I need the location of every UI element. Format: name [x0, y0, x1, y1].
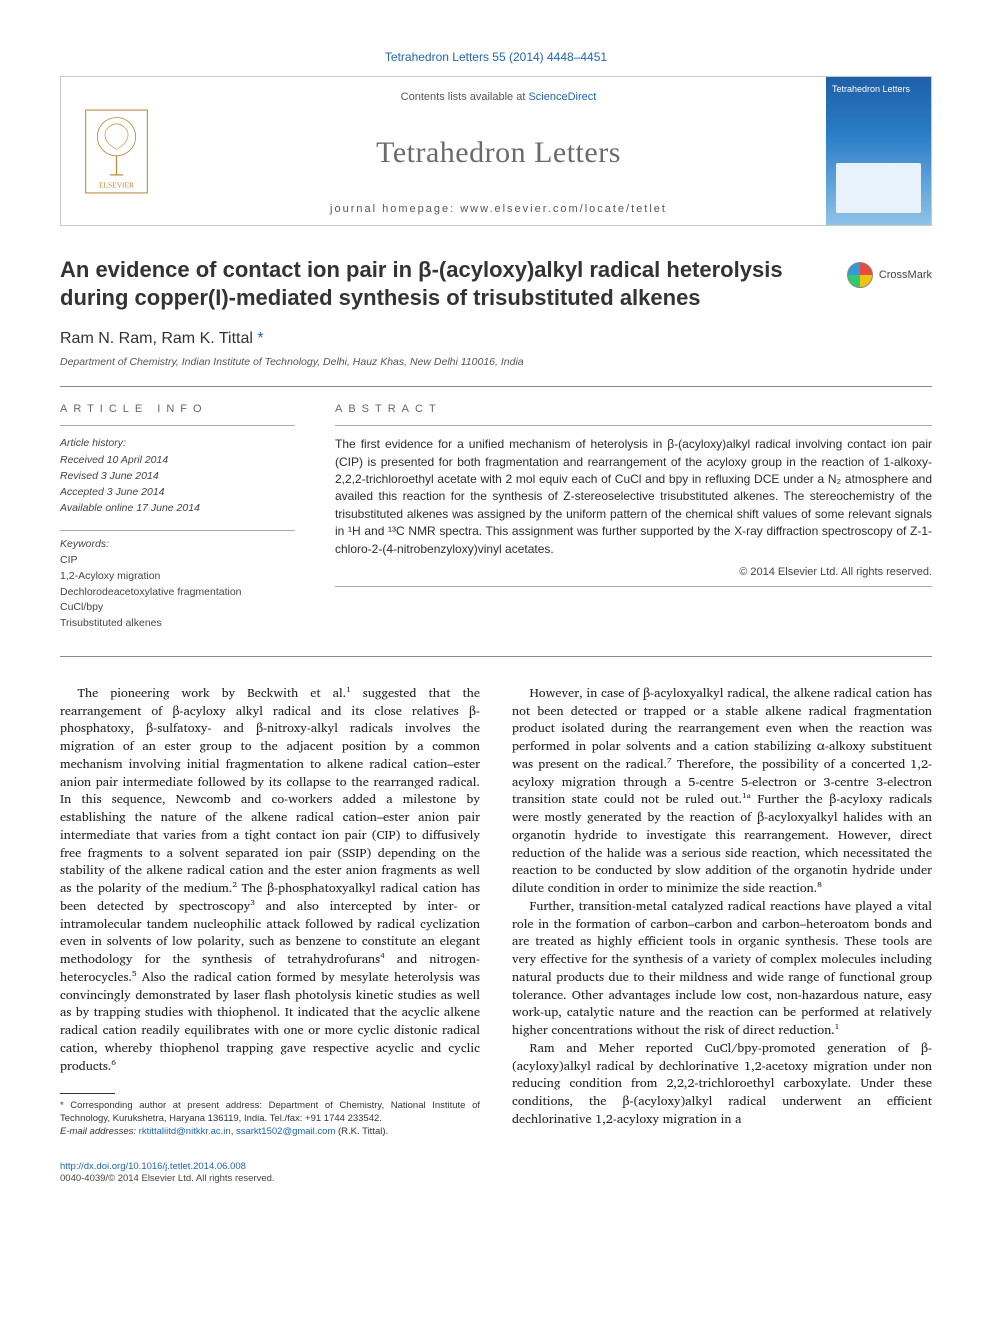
abstract-copyright: © 2014 Elsevier Ltd. All rights reserved…	[335, 566, 932, 578]
email-link-2[interactable]: ssarkt1502@gmail.com	[236, 1126, 335, 1137]
homepage-url[interactable]: www.elsevier.com/locate/tetlet	[460, 203, 667, 215]
corr-footnote: * Corresponding author at present addres…	[60, 1100, 480, 1126]
kw-divider	[60, 530, 295, 531]
citation-header: Tetrahedron Letters 55 (2014) 4448–4451	[60, 50, 932, 64]
bottom-bar: http://dx.doi.org/10.1016/j.tetlet.2014.…	[60, 1161, 932, 1186]
cover-image-placeholder	[836, 163, 921, 213]
homepage-prefix: journal homepage:	[330, 203, 460, 215]
email-label: E-mail addresses:	[60, 1126, 139, 1137]
history-received: Received 10 April 2014	[60, 453, 295, 468]
body-para-1: The pioneering work by Beckwith et al.¹ …	[60, 685, 480, 1076]
sciencedirect-link[interactable]: ScienceDirect	[528, 91, 596, 103]
keyword: CuCl/bpy	[60, 601, 103, 613]
doi-link[interactable]: http://dx.doi.org/10.1016/j.tetlet.2014.…	[60, 1161, 246, 1172]
issn-copyright: 0040-4039/© 2014 Elsevier Ltd. All right…	[60, 1173, 275, 1184]
article-title: An evidence of contact ion pair in β-(ac…	[60, 256, 831, 312]
divider-top	[60, 386, 932, 387]
keyword: Trisubstituted alkenes	[60, 617, 162, 629]
journal-cover-thumb[interactable]: Tetrahedron Letters	[826, 77, 931, 225]
article-info-label: ARTICLE INFO	[60, 403, 295, 415]
contents-prefix: Contents lists available at	[401, 91, 529, 103]
journal-name: Tetrahedron Letters	[171, 136, 826, 170]
article-info-col: ARTICLE INFO Article history: Received 1…	[60, 403, 295, 632]
email-footnote: E-mail addresses: rktittaliitd@nitkkr.ac…	[60, 1126, 480, 1139]
footnote-separator	[60, 1093, 115, 1094]
body-para-2: However, in case of β-acyloxyalkyl radic…	[512, 685, 932, 898]
authors-line: Ram N. Ram, Ram K. Tittal *	[60, 330, 932, 348]
corr-asterisk[interactable]: *	[253, 330, 264, 347]
abstract-text: The first evidence for a unified mechani…	[335, 436, 932, 558]
email-link-1[interactable]: rktittaliitd@nitkkr.ac.in	[139, 1126, 231, 1137]
keyword: CIP	[60, 554, 78, 566]
keywords-label: Keywords:	[60, 537, 295, 553]
body-para-3: Further, transition-metal catalyzed radi…	[512, 898, 932, 1040]
footnote-block: * Corresponding author at present addres…	[60, 1093, 480, 1138]
body-text: The pioneering work by Beckwith et al.¹ …	[60, 685, 932, 1139]
keyword: 1,2-Acyloxy migration	[60, 570, 160, 582]
keyword: Dechlorodeacetoxylative fragmentation	[60, 586, 242, 598]
email-tail: (R.K. Tittal).	[335, 1126, 388, 1137]
authors-names: Ram N. Ram, Ram K. Tittal	[60, 330, 253, 347]
crossmark-icon	[847, 262, 873, 288]
svg-text:ELSEVIER: ELSEVIER	[98, 180, 133, 189]
elsevier-logo[interactable]: ELSEVIER	[61, 77, 171, 225]
abs-bottom-divider	[335, 586, 932, 587]
contents-available-line: Contents lists available at ScienceDirec…	[171, 91, 826, 103]
article-history: Article history: Received 10 April 2014 …	[60, 436, 295, 516]
keywords-block: Keywords: CIP 1,2-Acyloxy migration Dech…	[60, 530, 295, 632]
info-divider	[60, 425, 295, 426]
history-label: Article history:	[60, 436, 295, 451]
divider-mid	[60, 656, 932, 657]
abs-divider	[335, 425, 932, 426]
abstract-col: ABSTRACT The first evidence for a unifie…	[335, 403, 932, 632]
title-row: An evidence of contact ion pair in β-(ac…	[60, 256, 932, 312]
history-revised: Revised 3 June 2014	[60, 469, 295, 484]
history-accepted: Accepted 3 June 2014	[60, 485, 295, 500]
crossmark-badge[interactable]: CrossMark	[847, 262, 932, 288]
history-online: Available online 17 June 2014	[60, 501, 295, 516]
crossmark-label: CrossMark	[879, 269, 932, 281]
abstract-label: ABSTRACT	[335, 403, 932, 415]
journal-header-box: ELSEVIER Contents lists available at Sci…	[60, 76, 932, 226]
article-page: Tetrahedron Letters 55 (2014) 4448–4451 …	[0, 0, 992, 1226]
body-para-4: Ram and Meher reported CuCl/bpy-promoted…	[512, 1040, 932, 1129]
meta-columns: ARTICLE INFO Article history: Received 1…	[60, 403, 932, 632]
footnotes: * Corresponding author at present addres…	[60, 1100, 480, 1138]
homepage-line: journal homepage: www.elsevier.com/locat…	[171, 203, 826, 215]
cover-thumb-title: Tetrahedron Letters	[832, 85, 910, 95]
tree-icon: ELSEVIER	[84, 109, 149, 194]
header-center: Contents lists available at ScienceDirec…	[171, 77, 826, 225]
affiliation: Department of Chemistry, Indian Institut…	[60, 356, 932, 368]
